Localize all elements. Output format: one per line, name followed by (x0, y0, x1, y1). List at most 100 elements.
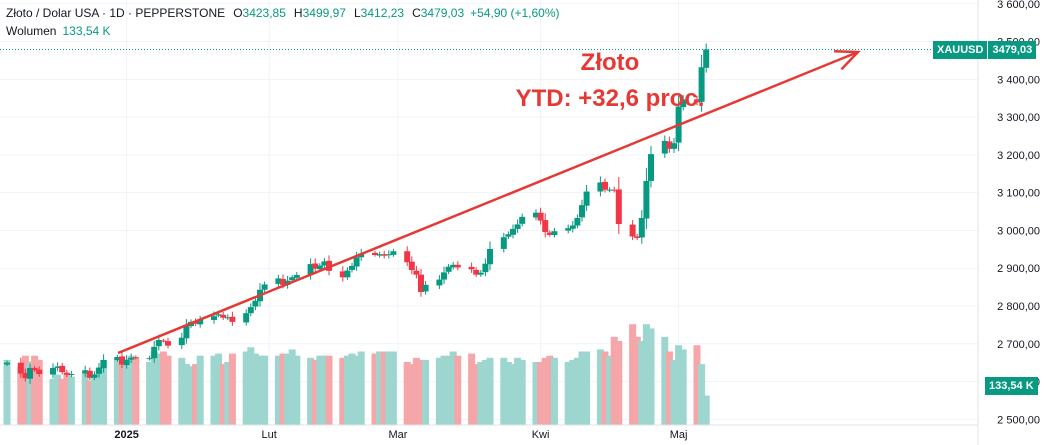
candle (372, 250, 378, 257)
volume-bar (371, 353, 379, 425)
volume-bar (670, 359, 678, 425)
candle (643, 167, 650, 230)
volume-bar (17, 366, 25, 425)
volume-bar (509, 364, 517, 425)
volume-bar (477, 362, 485, 425)
volume-bar (679, 349, 687, 425)
volume-bar (583, 351, 591, 425)
candle (533, 209, 539, 221)
price-axis: 2 500,002 600,002 700,002 800,002 900,00… (977, 0, 1040, 445)
volume-bar (343, 355, 351, 425)
candle (4, 360, 10, 367)
candle (307, 258, 314, 280)
y-tick-label: 2 900,00 (997, 263, 1040, 275)
candle (293, 272, 300, 281)
volume-bar (638, 341, 646, 425)
chart-legend: Złoto / Dolar USA · 1D · PEPPERSTONE O 34… (6, 4, 560, 40)
candle (482, 258, 489, 277)
candle (661, 135, 668, 158)
volume-bar (440, 355, 448, 425)
candle (321, 258, 328, 269)
volume-bar (339, 357, 347, 425)
volume-bar (58, 378, 66, 425)
volume-bar (629, 324, 637, 425)
price-tag-ticker: XAUUSD (933, 41, 988, 59)
volume-bar (385, 351, 393, 425)
candle (579, 199, 585, 222)
y-tick-label: 2 700,00 (997, 339, 1040, 351)
volume-bar (481, 359, 489, 425)
candle (50, 363, 56, 379)
candle (597, 176, 604, 197)
volume-bar (316, 355, 324, 425)
volume-bars (3, 324, 710, 425)
volume-bar (196, 355, 204, 425)
volume-bar (661, 336, 669, 425)
volume-bar (251, 353, 259, 425)
volume-bar (435, 357, 443, 425)
volume-bar (90, 376, 98, 425)
volume-bar (247, 347, 255, 425)
candle (59, 362, 66, 375)
volume-bar (164, 355, 172, 425)
volume-bar (514, 357, 522, 425)
volume-bar (693, 345, 701, 425)
candle (390, 248, 397, 257)
volume-bar (192, 364, 200, 425)
volume-bar (573, 357, 581, 425)
volume-bar (284, 353, 292, 425)
symbol-title[interactable]: Złoto / Dolar USA · 1D · PEPPERSTONE (6, 6, 226, 20)
arrow-head (833, 49, 861, 71)
volume-value: 133,54 K (62, 24, 111, 38)
volume-title[interactable]: Wolumen (6, 24, 57, 38)
candle (445, 263, 452, 275)
grid (0, 0, 978, 425)
volume-bar (417, 359, 425, 425)
candle (436, 275, 443, 289)
volume-bar (95, 368, 103, 425)
volume-bar (228, 353, 236, 425)
volume-bar (449, 351, 457, 425)
volume-bar (578, 351, 586, 425)
volume-bar (224, 362, 232, 425)
volume-bar (150, 351, 158, 425)
volume-bar (261, 355, 269, 425)
candle (197, 315, 204, 328)
volume-bar (3, 359, 11, 425)
volume-bar (320, 355, 328, 425)
candle (63, 369, 70, 377)
candle (551, 227, 558, 238)
candle (224, 314, 231, 321)
volume-bar (550, 357, 558, 425)
candle (349, 262, 355, 273)
arrow-shaft (117, 50, 859, 355)
volume-bar (219, 364, 227, 425)
y-tick-label: 3 000,00 (997, 225, 1040, 237)
candle (68, 370, 75, 378)
candle (146, 355, 153, 361)
candle (54, 362, 61, 372)
candle (629, 220, 636, 241)
change-value: +54,90 (+1,60%) (470, 6, 560, 20)
open-value: 3423,85 (242, 6, 286, 20)
candle (565, 224, 572, 234)
candle (422, 280, 429, 295)
volume-bar (412, 357, 420, 425)
time-axis: 2025 Lut Mar Kwi Maj (0, 424, 978, 441)
volume-bar (26, 364, 34, 425)
candle (385, 250, 392, 259)
high-value: 3499,97 (302, 6, 346, 20)
volume-bar (49, 378, 57, 425)
volume-bar (702, 395, 710, 425)
close-value: 3479,03 (420, 6, 465, 20)
volume-bar (472, 364, 480, 425)
volume-bar (647, 328, 655, 425)
candle (537, 207, 544, 225)
candle (583, 184, 590, 211)
volume-bar (675, 345, 683, 425)
candle (31, 365, 38, 372)
volume-bar (311, 359, 319, 425)
candle (606, 187, 613, 193)
volume-bar (215, 353, 223, 425)
